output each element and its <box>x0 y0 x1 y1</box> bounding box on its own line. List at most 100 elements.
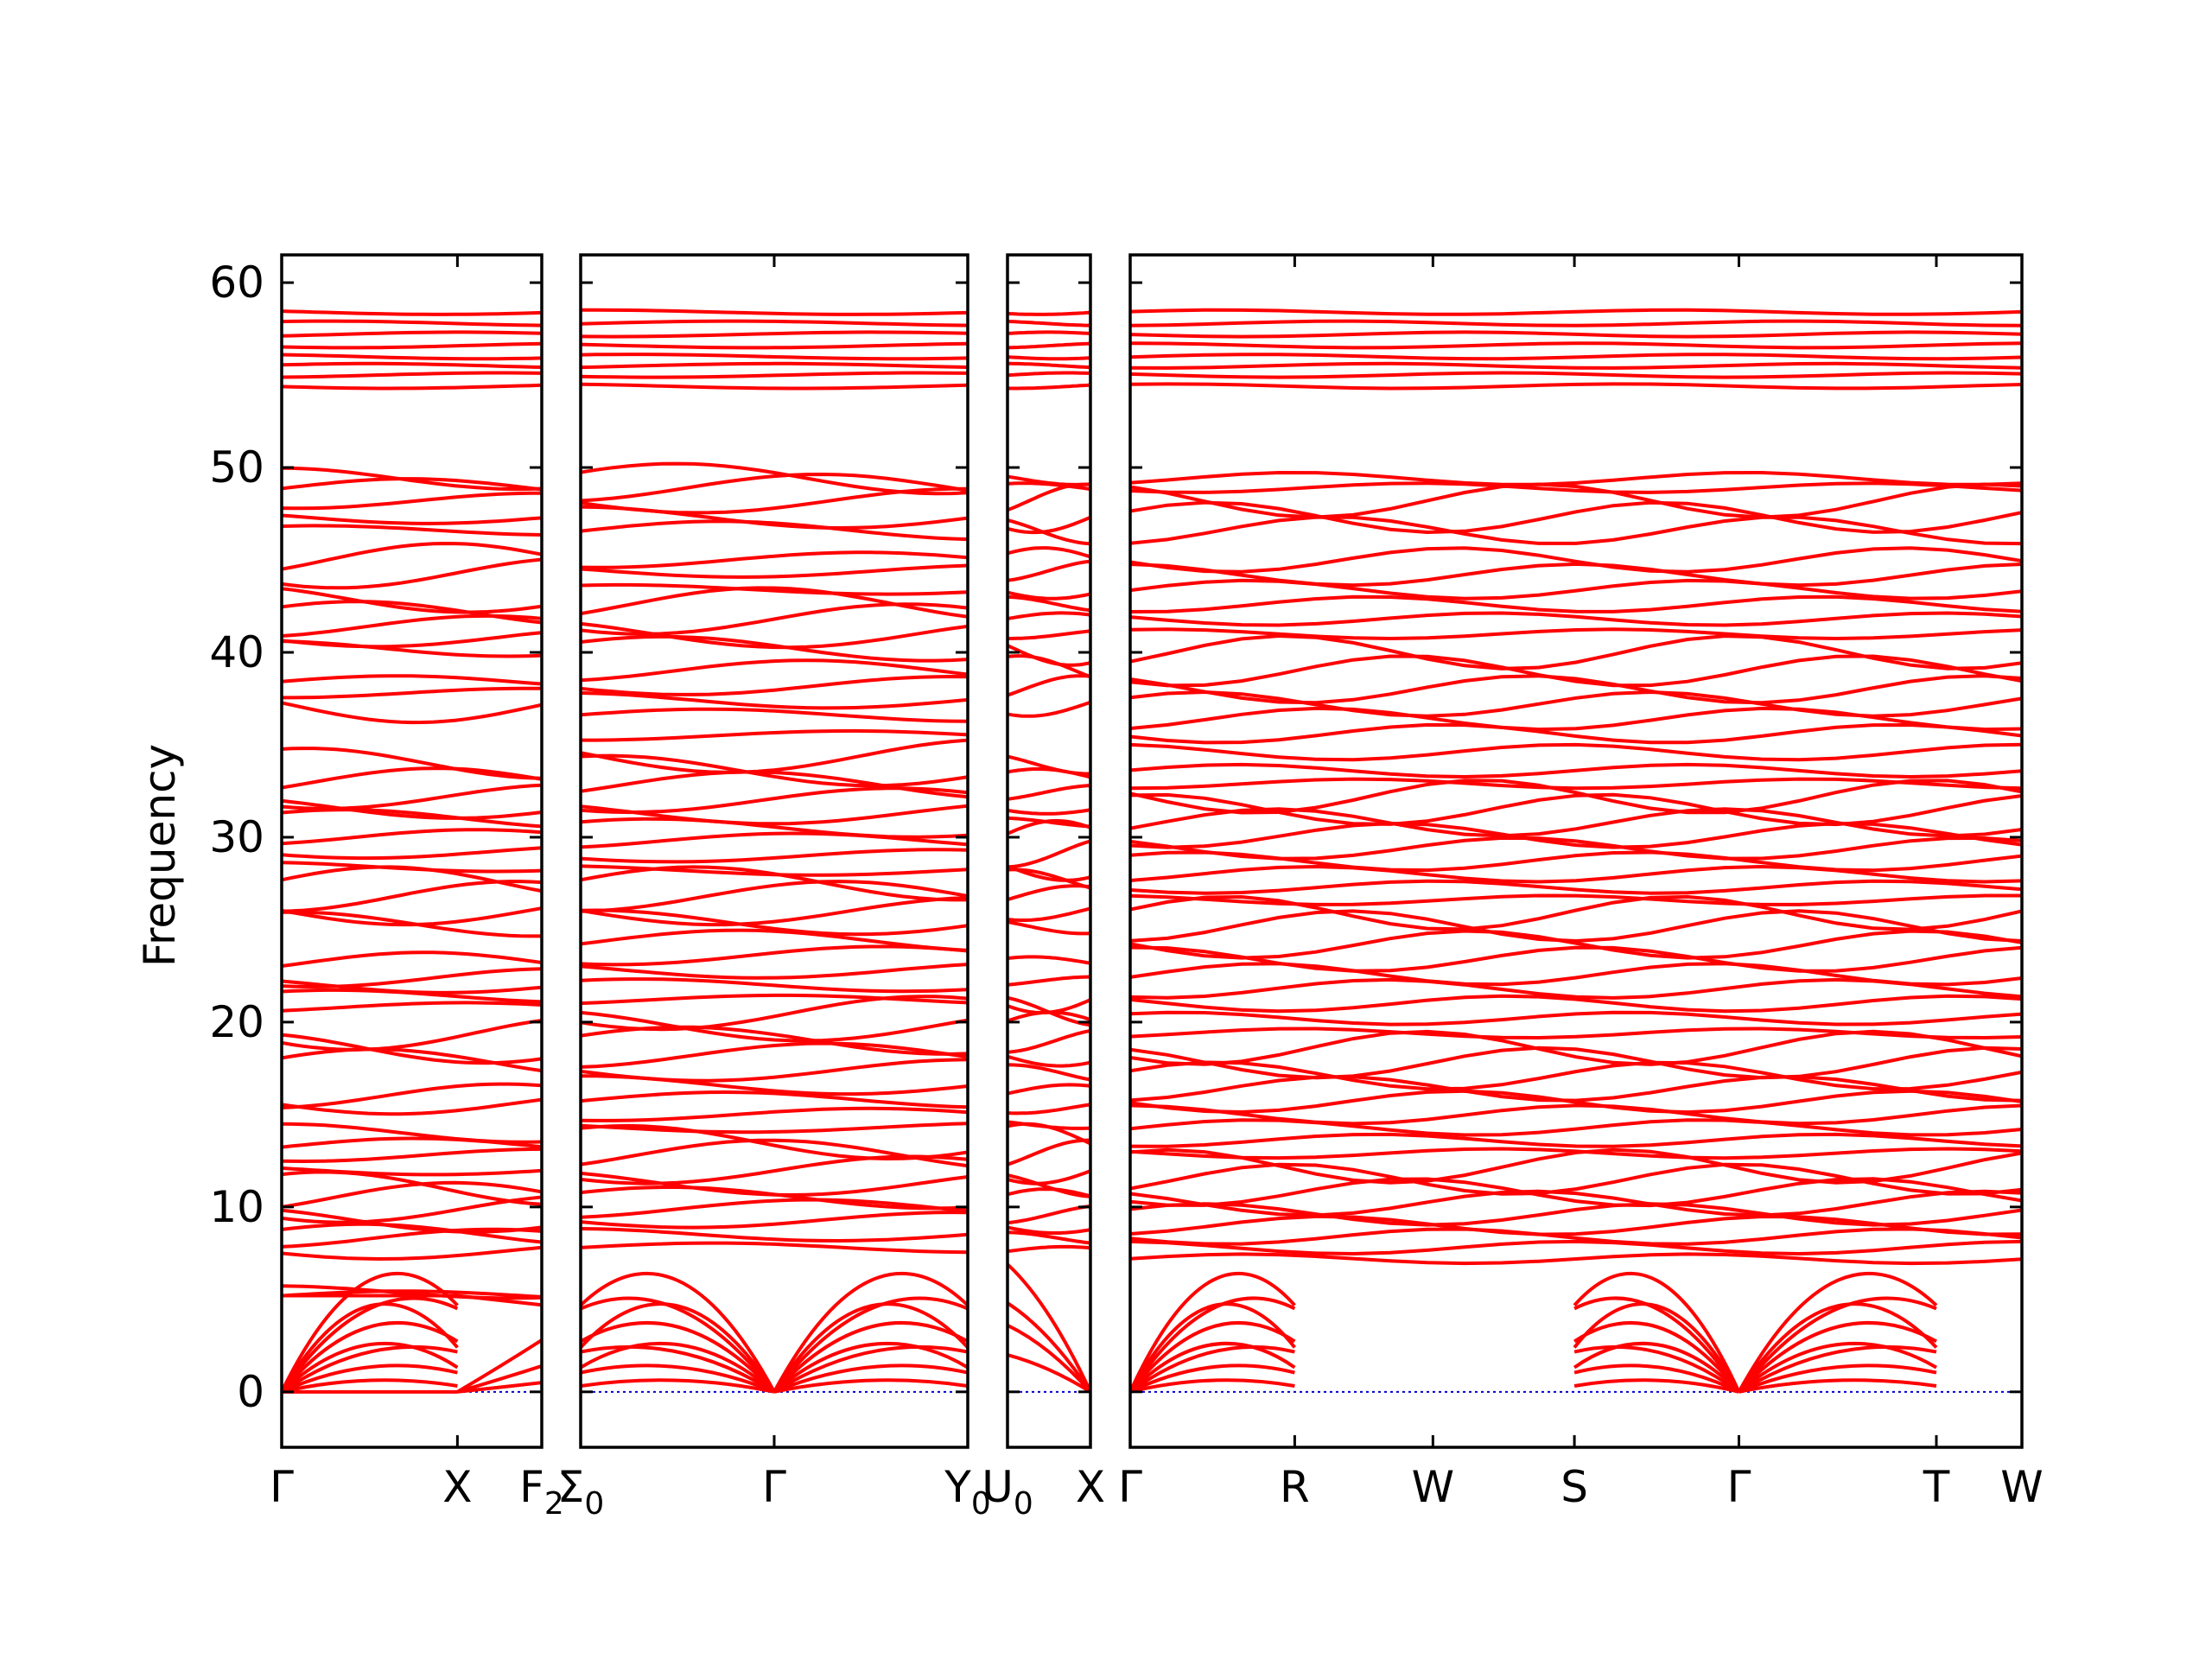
phonon-band <box>1130 762 2022 779</box>
phonon-band <box>1007 518 1090 546</box>
phonon-band <box>581 586 968 619</box>
phonon-band <box>581 563 968 579</box>
phonon-band <box>282 319 542 327</box>
phonon-band <box>1007 341 1090 350</box>
phonon-band <box>1130 1252 2022 1266</box>
phonon-band <box>1130 319 2022 327</box>
y-tick-label: 20 <box>209 997 264 1047</box>
band-lines <box>581 308 968 1394</box>
phonon-band <box>1007 644 1090 667</box>
phonon-band <box>1007 559 1090 582</box>
acoustic-band <box>1130 1341 1296 1394</box>
k-point-label: W <box>1412 1462 1454 1512</box>
y-tick-label: 60 <box>209 257 264 308</box>
phonon-band <box>282 828 542 846</box>
k-point-subscript: 0 <box>971 1486 991 1522</box>
phonon-band <box>1130 1118 2022 1137</box>
y-tick-label: 10 <box>209 1182 264 1232</box>
acoustic-band <box>282 1363 458 1394</box>
phonon-band <box>1130 470 2022 486</box>
phonon-band <box>282 1166 542 1177</box>
phonon-band <box>581 1122 968 1135</box>
phonon-band <box>581 371 968 379</box>
phonon-band <box>282 353 542 361</box>
k-point-label: X <box>442 1462 472 1512</box>
k-point-symbol: Γ <box>762 1462 786 1512</box>
phonon-band <box>282 1147 542 1164</box>
phonon-band <box>282 1289 542 1299</box>
phonon-band <box>581 341 968 350</box>
phonon-band <box>282 557 542 590</box>
k-point-label: Γ <box>1118 1462 1142 1512</box>
phonon-band <box>282 846 542 861</box>
phonon-band <box>581 1227 968 1243</box>
phonon-band <box>1130 722 2022 745</box>
phonon-band <box>282 361 542 369</box>
acoustic-band <box>1738 1320 1937 1394</box>
phonon-band <box>581 993 968 1006</box>
band-lines <box>282 309 542 1394</box>
acoustic-band <box>1130 1321 1296 1394</box>
phonon-band <box>282 1019 542 1052</box>
acoustic-band <box>282 1294 542 1307</box>
phonon-band <box>282 880 542 913</box>
phonon-band <box>1007 629 1090 641</box>
phonon-band <box>1130 909 2022 944</box>
phonon-band <box>282 513 542 525</box>
k-point-symbol: W <box>2000 1462 2043 1512</box>
phonon-band <box>581 382 968 391</box>
phonon-band <box>1007 320 1090 327</box>
phonon-band <box>1007 383 1090 391</box>
phonon-band <box>1007 975 1090 987</box>
acoustic-band <box>1573 1363 1740 1394</box>
phonon-band <box>282 1222 542 1244</box>
phonon-band <box>1130 482 2022 519</box>
phonon-band <box>1130 654 2022 688</box>
phonon-band <box>1130 481 2022 494</box>
phonon-band <box>1130 894 2022 931</box>
k-point-label: Γ <box>270 1462 294 1512</box>
phonon-band <box>581 1198 968 1219</box>
acoustic-band <box>772 1302 968 1393</box>
phonon-band <box>1007 784 1090 801</box>
phonon-band <box>1007 611 1090 620</box>
phonon-band <box>581 1058 968 1083</box>
phonon-band <box>1007 371 1090 378</box>
band-panel: Γ X F2 <box>270 253 564 1522</box>
phonon-band <box>282 1033 542 1065</box>
acoustic-band <box>1738 1341 1938 1394</box>
phonon-band <box>1130 792 2022 827</box>
phonon-band <box>282 1195 542 1224</box>
phonon-band <box>581 353 968 361</box>
acoustic-band <box>581 1320 776 1394</box>
acoustic-band <box>772 1320 968 1394</box>
phonon-band <box>1007 839 1090 869</box>
phonon-band <box>1130 1075 2022 1103</box>
phonon-band <box>581 1090 968 1109</box>
phonon-band <box>1007 361 1090 370</box>
phonon-band <box>1007 310 1090 316</box>
acoustic-band <box>1737 1272 1938 1393</box>
phonon-band <box>1007 1225 1090 1235</box>
phonon-band <box>581 1123 968 1161</box>
phonon-band <box>581 880 968 913</box>
phonon-band <box>581 848 968 864</box>
phonon-band <box>1007 1063 1090 1082</box>
phonon-band <box>1130 1227 2022 1246</box>
phonon-band <box>1130 546 2022 574</box>
phonon-band <box>1007 864 1090 882</box>
k-point-label: X <box>1076 1462 1105 1512</box>
phonon-band <box>282 1097 542 1116</box>
phonon-band <box>581 804 968 826</box>
phonon-band <box>1130 1202 2022 1227</box>
phonon-band <box>282 766 542 790</box>
k-point-label: W <box>2000 1462 2043 1512</box>
phonon-band <box>1130 1103 2022 1126</box>
phonon-band <box>1130 893 2022 906</box>
phonon-band <box>581 1041 968 1069</box>
acoustic-band <box>1007 1301 1090 1393</box>
phonon-band <box>581 330 968 339</box>
phonon-band <box>1007 998 1090 1015</box>
y-tick-label: 40 <box>209 627 264 677</box>
